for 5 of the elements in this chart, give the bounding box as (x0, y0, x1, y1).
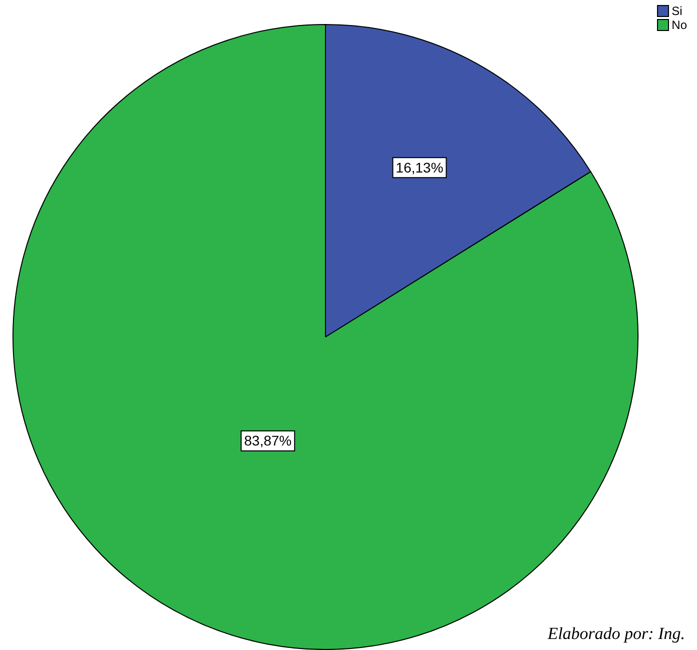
data-label: 16,13% (396, 159, 444, 176)
data-label: 83,87% (244, 432, 292, 449)
text: Elaborado por: Ing. (548, 624, 685, 644)
legend-label: No (672, 18, 687, 32)
legend-label: Si (672, 4, 682, 18)
